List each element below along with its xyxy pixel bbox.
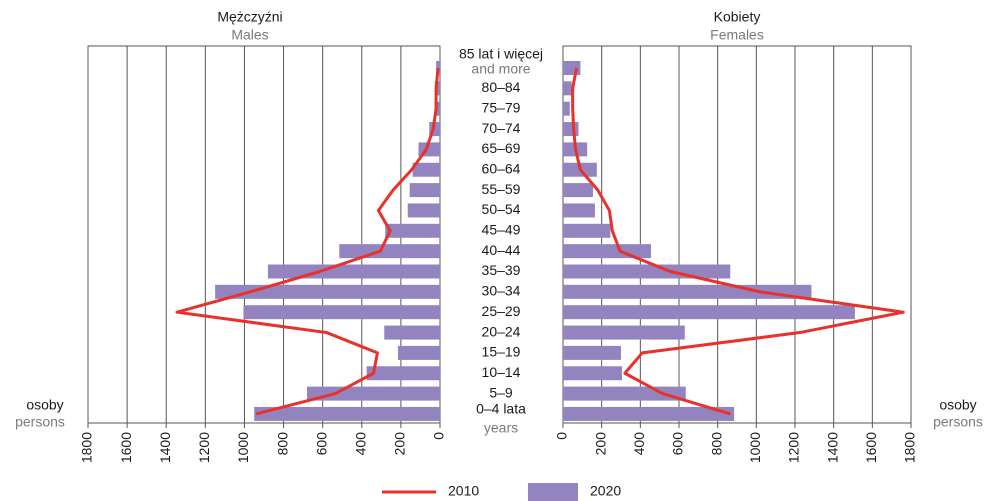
bar: [563, 203, 595, 218]
bar: [267, 264, 440, 279]
bar: [563, 122, 579, 137]
x-tick-label: 800: [708, 432, 724, 456]
bar: [563, 345, 621, 360]
category-label: 50–54: [482, 201, 521, 217]
legend-swatch: [528, 483, 578, 501]
bar: [243, 305, 440, 320]
x-tick-label: 0: [431, 432, 447, 440]
legend-label: 2010: [448, 483, 479, 499]
bar: [254, 406, 440, 421]
category-label: 55–59: [482, 181, 521, 197]
bar: [384, 325, 440, 340]
bar: [385, 223, 440, 238]
category-label: 70–74: [482, 120, 521, 136]
bar: [397, 345, 440, 360]
bar: [563, 223, 611, 238]
category-label: 20–24: [482, 323, 521, 339]
category-label: 85 lat i więcej: [459, 46, 543, 62]
axis-label: osoby: [26, 397, 63, 413]
x-tick-label: 1600: [118, 432, 134, 463]
category-label: 60–64: [482, 160, 521, 176]
category-label: 65–69: [482, 140, 521, 156]
bar: [215, 284, 440, 299]
x-tick-label: 1400: [824, 432, 840, 463]
bar: [563, 325, 685, 340]
x-tick-label: 200: [592, 432, 608, 456]
bar: [339, 244, 440, 259]
category-label: 35–39: [482, 262, 521, 278]
x-tick-label: 0: [554, 432, 570, 440]
category-label: 5–9: [489, 384, 513, 400]
x-tick-label: 800: [274, 432, 290, 456]
bar: [563, 305, 855, 320]
x-tick-label: 600: [313, 432, 329, 456]
right-title: Kobiety: [714, 9, 761, 25]
axis-label: osoby: [939, 397, 976, 413]
category-label: 30–34: [482, 283, 521, 299]
bar: [563, 183, 593, 198]
bar: [563, 406, 735, 421]
x-tick-label: 1800: [902, 432, 918, 463]
bar: [563, 366, 622, 381]
right-subtitle: Females: [710, 27, 764, 43]
bar: [563, 264, 731, 279]
bar: [563, 101, 570, 116]
category-note: years: [484, 420, 518, 436]
line: [175, 67, 440, 416]
category-label: 25–29: [482, 303, 521, 319]
bar: [412, 162, 440, 177]
category-label: 45–49: [482, 222, 521, 238]
bar: [409, 183, 440, 198]
bar: [563, 61, 581, 75]
x-tick-label: 1400: [157, 432, 173, 463]
x-tick-label: 400: [631, 432, 647, 456]
x-tick-label: 1200: [196, 432, 212, 463]
x-tick-label: 200: [392, 432, 408, 456]
category-label: 0–4 lata: [476, 401, 526, 417]
x-tick-label: 1800: [79, 432, 95, 463]
x-tick-label: 1000: [235, 432, 251, 463]
left-subtitle: Males: [231, 27, 268, 43]
x-tick-label: 400: [352, 432, 368, 456]
category-note: and more: [471, 61, 530, 77]
bar: [563, 284, 812, 299]
category-label: 75–79: [482, 99, 521, 115]
x-tick-label: 1200: [786, 432, 802, 463]
left-title: Mężczyźni: [217, 9, 282, 25]
axis-label-en: persons: [15, 414, 65, 430]
x-tick-label: 600: [670, 432, 686, 456]
bar: [563, 244, 651, 259]
category-label: 80–84: [482, 79, 521, 95]
x-tick-label: 1600: [863, 432, 879, 463]
category-label: 15–19: [482, 344, 521, 360]
line: [571, 67, 905, 416]
bar: [366, 366, 440, 381]
legend-label: 2020: [590, 483, 621, 499]
axis-label-en: persons: [933, 414, 983, 430]
bar: [407, 203, 440, 218]
bar: [563, 81, 572, 96]
category-label: 10–14: [482, 364, 521, 380]
category-label: 40–44: [482, 242, 521, 258]
x-tick-label: 1000: [747, 432, 763, 463]
bar: [307, 386, 440, 401]
